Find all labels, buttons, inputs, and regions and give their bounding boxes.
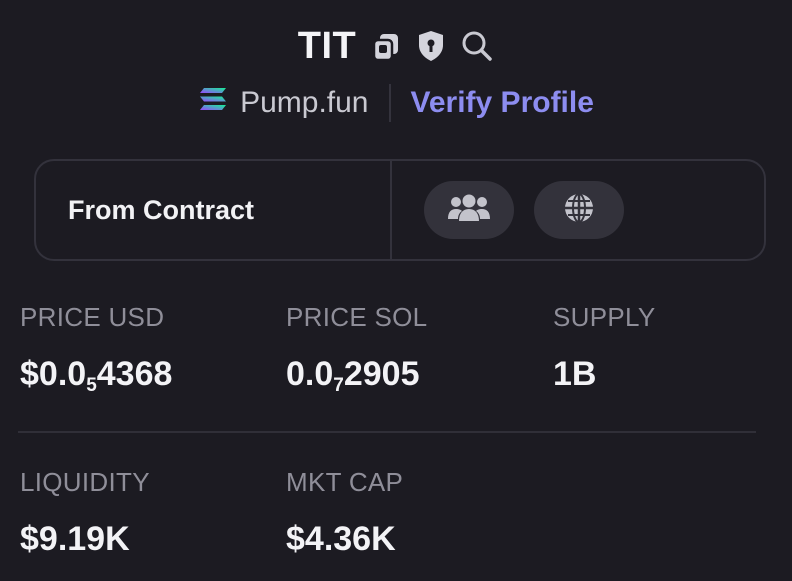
stats-divider [18,431,756,433]
platform-info: Pump.fun [198,85,369,121]
supply-label: SUPPLY [553,302,656,332]
token-header: TIT [0,18,792,74]
supply-value: 1B [553,355,597,393]
search-icon[interactable] [460,29,494,63]
social-links [392,161,624,259]
contract-panel: From Contract [34,159,766,261]
stat-mkt-cap: MKT CAP $4.36K [286,467,403,559]
price-sol-label: PRICE SOL [286,302,428,332]
mkt-cap-value: $4.36K [286,520,396,558]
solana-icon [198,85,228,121]
community-icon [447,193,491,228]
website-icon [562,191,596,230]
price-sol-value: 0.072905 [286,355,420,396]
website-button[interactable] [534,181,624,239]
divider [388,84,391,122]
stat-liquidity: LIQUIDITY $9.19K [20,467,150,559]
platform-row: Pump.fun Verify Profile [0,78,792,128]
price-usd-label: PRICE USD [20,302,165,332]
price-usd-value: $0.054368 [20,355,173,396]
liquidity-label: LIQUIDITY [20,467,150,497]
verify-profile-link[interactable]: Verify Profile [410,86,594,119]
from-contract-label: From Contract [36,161,392,259]
shield-icon[interactable] [416,29,446,63]
stat-price-usd: PRICE USD $0.054368 [20,302,172,397]
stat-supply: SUPPLY 1B [553,302,655,394]
platform-name: Pump.fun [240,86,369,119]
stat-price-sol: PRICE SOL 0.072905 [286,302,427,397]
community-button[interactable] [424,181,514,239]
copy-icon[interactable] [370,30,402,62]
token-symbol: TIT [297,24,357,67]
mkt-cap-label: MKT CAP [286,467,404,497]
liquidity-value: $9.19K [20,520,130,558]
